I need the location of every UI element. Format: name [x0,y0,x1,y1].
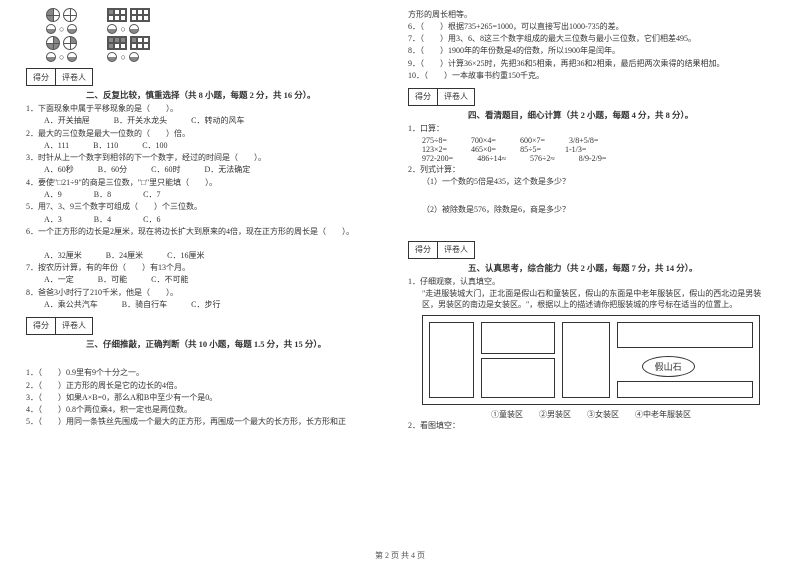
section3-title: 三、仔细推敲，正确判断（共 10 小题，每题 1.5 分，共 15 分）。 [86,338,392,350]
calc-row-3: 972-200=486÷14≈576÷2≈8/9-2/9= [422,154,774,163]
q5-1: 1．仔细观察，认真填空。 [408,277,774,288]
score-box-4: 得分评卷人 [408,88,774,106]
q3-5b: 方形的周长相等。 [408,10,774,21]
q2-2: 2．最大的三位数是最大一位数的（ ）倍。 [26,129,392,140]
q2-3: 3．时针从上一个数字到相邻的下一个数字，经过的时间是（ ）。 [26,153,392,164]
q2-1: 1．下面现象中属于平移现象的是（ ）。 [26,104,392,115]
q4-2b: （2）被除数是576，除数是6，商是多少？ [422,205,774,216]
q5-1-text: "走进服装城大门，正北面是假山石和童装区，假山的东面是中老年服装区，假山的西北边… [422,289,774,311]
q3-10: 10．（ ）一本故事书约重150千克。 [408,71,774,82]
q4-2a: （1）一个数的5倍是435，这个数是多少？ [422,177,774,188]
page-footer: 第 2 页 共 4 页 [0,550,800,561]
q2-4: 4．要使"□21÷9"的商是三位数，"□"里只能填（ ）。 [26,178,392,189]
calc-row-1: 275÷8=700×4=600×7=3/8+5/8= [422,136,774,145]
q2-5: 5．用7、3、9三个数字可组成（ ）个三位数。 [26,202,392,213]
q2-4-opts: A．9 B．8 C．7 [44,190,392,201]
q2-1-opts: A．开关抽屉 B．开关水龙头 C．转动的风车 [44,116,392,127]
score-box-2: 得分评卷人 [26,68,392,86]
q2-3-opts: A．60秒 B．60分 C．60时 D．无法确定 [44,165,392,176]
q2-8: 8．爸爸3小时行了210千米，他是（ ）。 [26,288,392,299]
q3-8: 8．（ ）1900年的年份数是4的倍数，所以1900年是闰年。 [408,46,774,57]
q2-6-opts: A．32厘米 B．24厘米 C．16厘米 [44,251,392,262]
stone-label: 假山石 [642,356,695,377]
score-box-3: 得分评卷人 [26,317,392,335]
q3-9: 9．（ ）计算36×25时，先把36和5相乘，再把36和2相乘，最后把两次乘得的… [408,59,774,70]
q2-5-opts: A．3 B．4 C．6 [44,215,392,226]
q2-7-opts: A．一定 B．可能 C．不可能 [44,275,392,286]
q3-5: 5．（ ）用同一条铁丝先围成一个最大的正方形，再围成一个最大的长方形，长方形和正 [26,417,392,428]
q3-3: 3．（ ）如果A×B=0，那么A和B中至少有一个是0。 [26,393,392,404]
q5-2: 2．看图填空： [408,421,774,432]
q2-2-opts: A．111 B．110 C．100 [44,141,392,152]
calc-row-2: 123×2=465×0=85÷5=1-1/3= [422,145,774,154]
q3-6: 6．（ ）根据735+265=1000，可以直接写出1000-735的差。 [408,22,774,33]
q4-2: 2．列式计算： [408,165,774,176]
q2-8-opts: A．乘公共汽车 B．骑自行车 C．步行 [44,300,392,311]
map-labels: ①童装区 ②男装区 ③女装区 ④中老年服装区 [408,409,774,420]
q3-1: 1．（ ）0.9里有9个十分之一。 [26,368,392,379]
section2-title: 二、反复比较，慎重选择（共 8 小题，每题 2 分，共 16 分）。 [86,89,392,101]
q3-2: 2．（ ）正方形的周长是它的边长的4倍。 [26,381,392,392]
section5-title: 五、认真思考，综合能力（共 2 小题，每题 7 分，共 14 分）。 [468,262,774,274]
q4-1: 1．口算： [408,124,774,135]
q2-7: 7．按农历计算，有的年份（ ）有13个月。 [26,263,392,274]
q3-4: 4．（ ）0.8个两位乘4，积一定也是两位数。 [26,405,392,416]
q2-6: 6．一个正方形的边长是2厘米，现在将边长扩大到原来的4倍，现在正方形的周长是（ … [26,227,392,238]
shapes-diagram: ○ ○ ○ ○ [46,8,392,62]
map-diagram: 假山石 [422,315,760,405]
score-box-5: 得分评卷人 [408,241,774,259]
q3-7: 7．（ ）用3、6、8这三个数字组成的最大三位数与最小三位数，它们相差495。 [408,34,774,45]
section4-title: 四、看清题目，细心计算（共 2 小题，每题 4 分，共 8 分）。 [468,109,774,121]
